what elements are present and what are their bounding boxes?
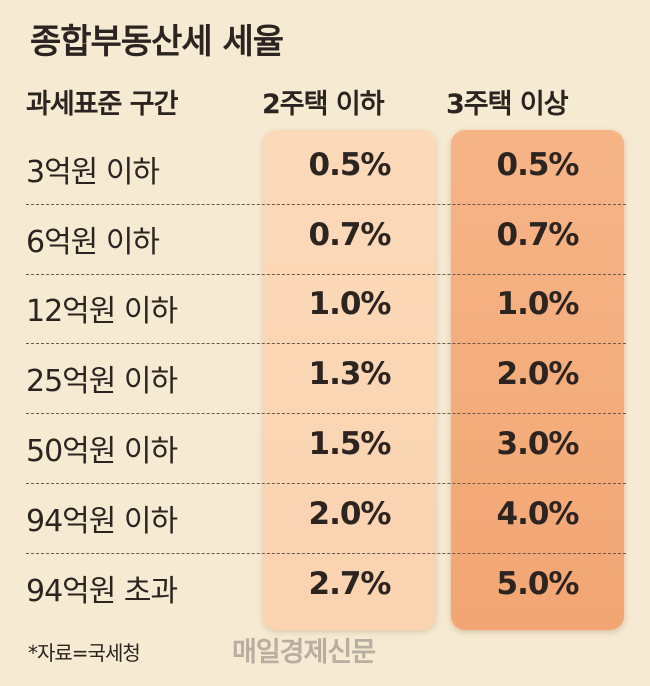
row-divider: [26, 343, 626, 344]
header-three-homes: 3주택 이상: [446, 89, 569, 120]
two-homes-column-bg: [263, 130, 436, 630]
row-bracket: 12억원 이하: [26, 294, 178, 329]
row-bracket: 6억원 이하: [26, 225, 160, 260]
page-title: 종합부동산세 세율: [30, 22, 284, 62]
header-two-homes: 2주택 이하: [262, 89, 385, 120]
row-bracket: 50억원 이하: [26, 434, 178, 469]
table-row: 12억원 이하 1.0% 1.0%: [0, 272, 650, 344]
row-rate-three-homes: 2.0%: [496, 356, 580, 392]
table-header: 과세표준 구간 2주택 이하 3주택 이상: [0, 82, 650, 122]
row-bracket: 3억원 이하: [26, 155, 160, 190]
row-rate-three-homes: 1.0%: [496, 286, 580, 322]
row-rate-two-homes: 2.0%: [308, 496, 392, 532]
row-rate-two-homes: 1.0%: [308, 286, 392, 322]
row-rate-two-homes: 0.5%: [308, 147, 392, 183]
row-rate-three-homes: 0.5%: [496, 147, 580, 183]
row-rate-three-homes: 3.0%: [496, 426, 580, 462]
row-bracket: 94억원 초과: [26, 574, 178, 609]
row-divider: [26, 274, 626, 275]
three-homes-column-bg: [451, 130, 624, 630]
table-row: 3억원 이하 0.5% 0.5%: [0, 133, 650, 205]
row-rate-two-homes: 2.7%: [308, 566, 392, 602]
row-rate-two-homes: 1.3%: [308, 356, 392, 392]
table-row: 25억원 이하 1.3% 2.0%: [0, 342, 650, 414]
row-divider: [26, 413, 626, 414]
row-divider: [26, 204, 626, 205]
row-rate-three-homes: 0.7%: [496, 217, 580, 253]
row-rate-two-homes: 1.5%: [308, 426, 392, 462]
table-row: 94억원 초과 2.7% 5.0%: [0, 552, 650, 624]
table-row: 50억원 이하 1.5% 3.0%: [0, 412, 650, 484]
table-row: 94억원 이하 2.0% 4.0%: [0, 482, 650, 554]
row-rate-two-homes: 0.7%: [308, 217, 392, 253]
row-bracket: 94억원 이하: [26, 504, 178, 539]
publisher-logo: 매일경제신문: [232, 637, 376, 668]
row-rate-three-homes: 5.0%: [496, 566, 580, 602]
source-note: *자료=국세청: [28, 641, 141, 665]
row-divider: [26, 553, 626, 554]
header-tax-bracket: 과세표준 구간: [26, 89, 178, 120]
row-divider: [26, 483, 626, 484]
row-rate-three-homes: 4.0%: [496, 496, 580, 532]
row-bracket: 25억원 이하: [26, 364, 178, 399]
table-row: 6억원 이하 0.7% 0.7%: [0, 203, 650, 275]
